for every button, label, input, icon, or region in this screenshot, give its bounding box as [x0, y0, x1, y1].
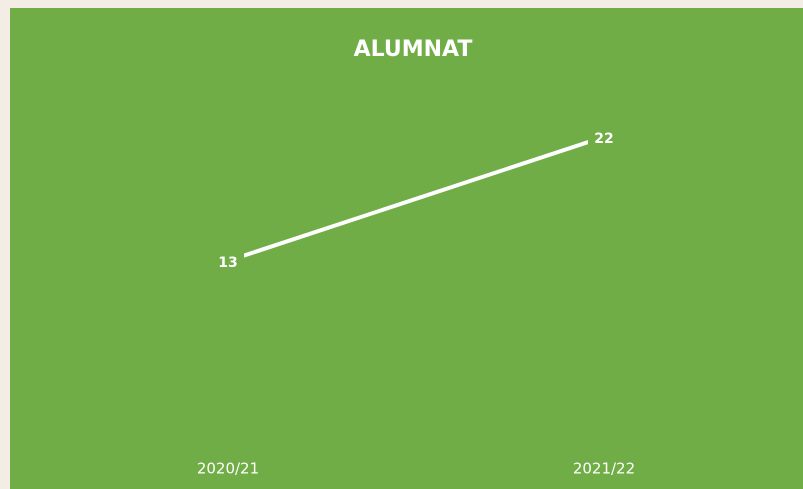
chart-title: ALUMNAT — [354, 37, 473, 62]
data-label: 22 — [594, 131, 613, 147]
line — [227, 134, 605, 263]
data-label-background — [212, 249, 244, 272]
x-tick-label: 2020/21 — [197, 460, 259, 478]
data-label-background — [588, 125, 620, 148]
chart-background — [10, 8, 803, 489]
x-tick-label: 2021/22 — [573, 460, 635, 478]
data-label: 13 — [218, 255, 237, 271]
